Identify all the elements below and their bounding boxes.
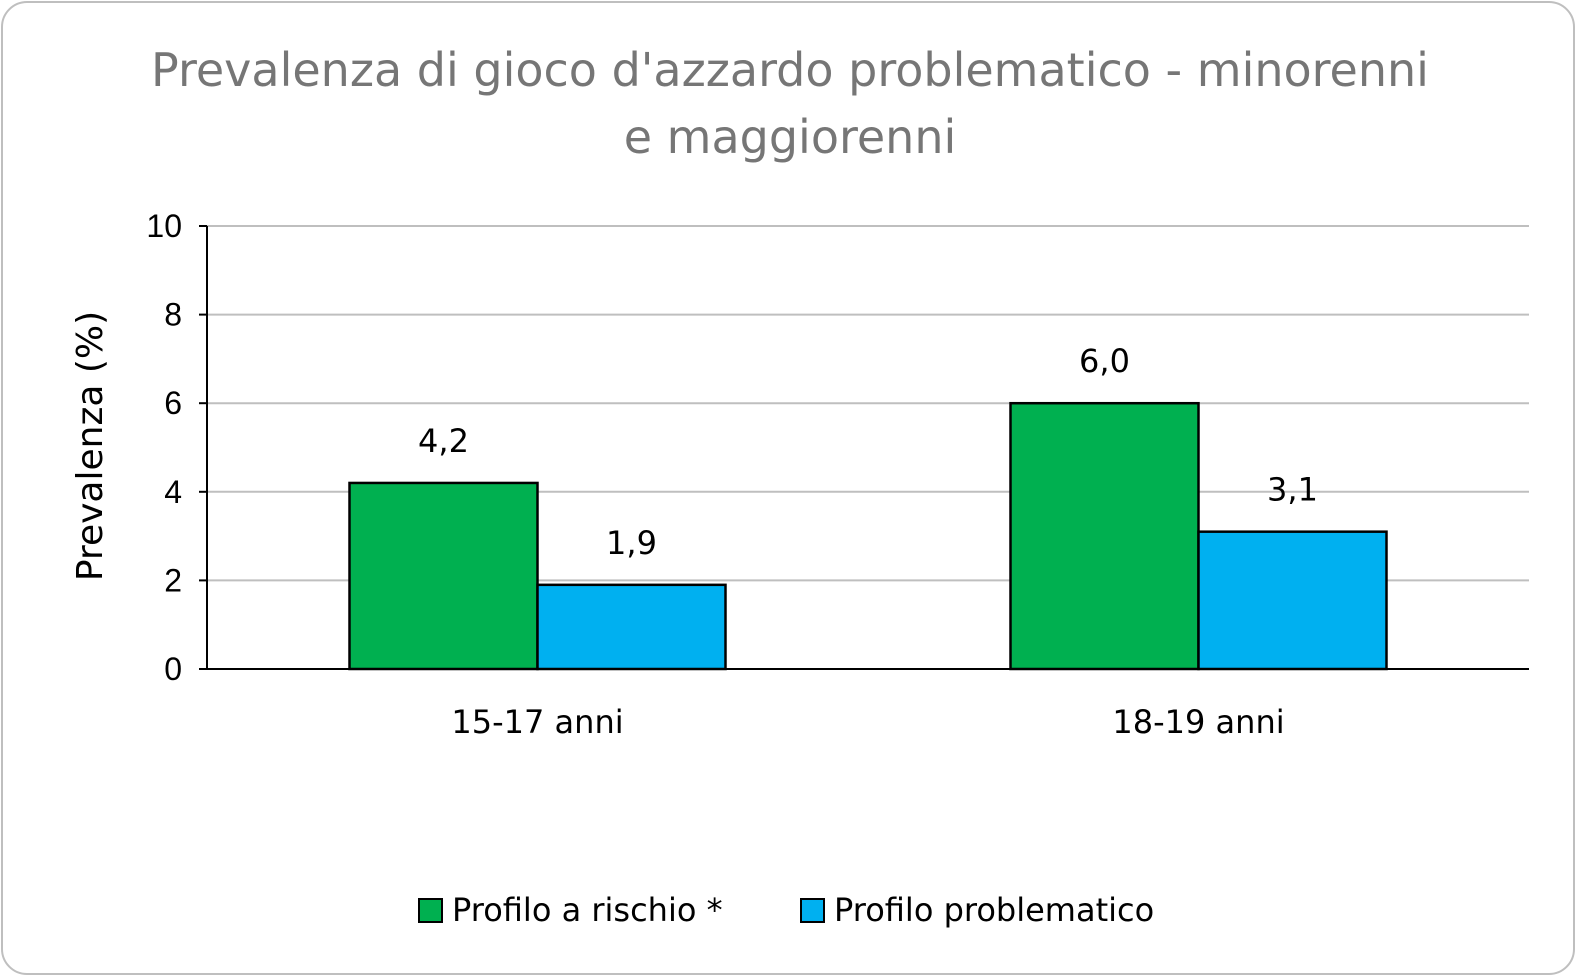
y-axis-ticks: 0 2 4 6 8 10 xyxy=(146,208,207,687)
x-category-label: 18-19 anni xyxy=(1112,703,1284,741)
legend-label: Profilo a rischio * xyxy=(452,891,723,929)
legend-swatch xyxy=(418,898,443,923)
y-tick-label: 4 xyxy=(164,474,182,510)
bar xyxy=(1197,530,1388,671)
y-tick-label: 8 xyxy=(164,297,182,333)
axes xyxy=(206,226,1529,670)
bar xyxy=(536,583,727,671)
chart-title-line-1: Prevalenza di gioco d'azzardo problemati… xyxy=(151,43,1429,97)
data-labels: 4,2 1,9 6,0 3,1 xyxy=(418,342,1318,562)
x-category-label: 15-17 anni xyxy=(451,703,623,741)
legend: Profilo a rischio * Profilo problematico xyxy=(418,891,1154,929)
x-axis-categories: 15-17 anni 18-19 anni xyxy=(451,703,1284,741)
y-tick-label: 0 xyxy=(164,651,182,687)
y-axis-label: Prevalenza (%) xyxy=(70,311,111,581)
legend-label: Profilo problematico xyxy=(834,891,1154,929)
legend-swatch xyxy=(800,898,825,923)
bar xyxy=(348,481,539,671)
data-label: 6,0 xyxy=(1079,342,1130,380)
bars xyxy=(348,401,1388,671)
data-label: 1,9 xyxy=(606,524,657,562)
chart-title-line-2: e maggiorenni xyxy=(624,110,957,164)
y-tick-label: 10 xyxy=(146,208,182,244)
bar xyxy=(1009,401,1200,671)
y-tick-label: 2 xyxy=(164,562,182,598)
y-tick-label: 6 xyxy=(164,385,182,421)
chart-title: Prevalenza di gioco d'azzardo problemati… xyxy=(151,43,1429,164)
data-label: 3,1 xyxy=(1267,471,1318,509)
data-label: 4,2 xyxy=(418,422,469,460)
